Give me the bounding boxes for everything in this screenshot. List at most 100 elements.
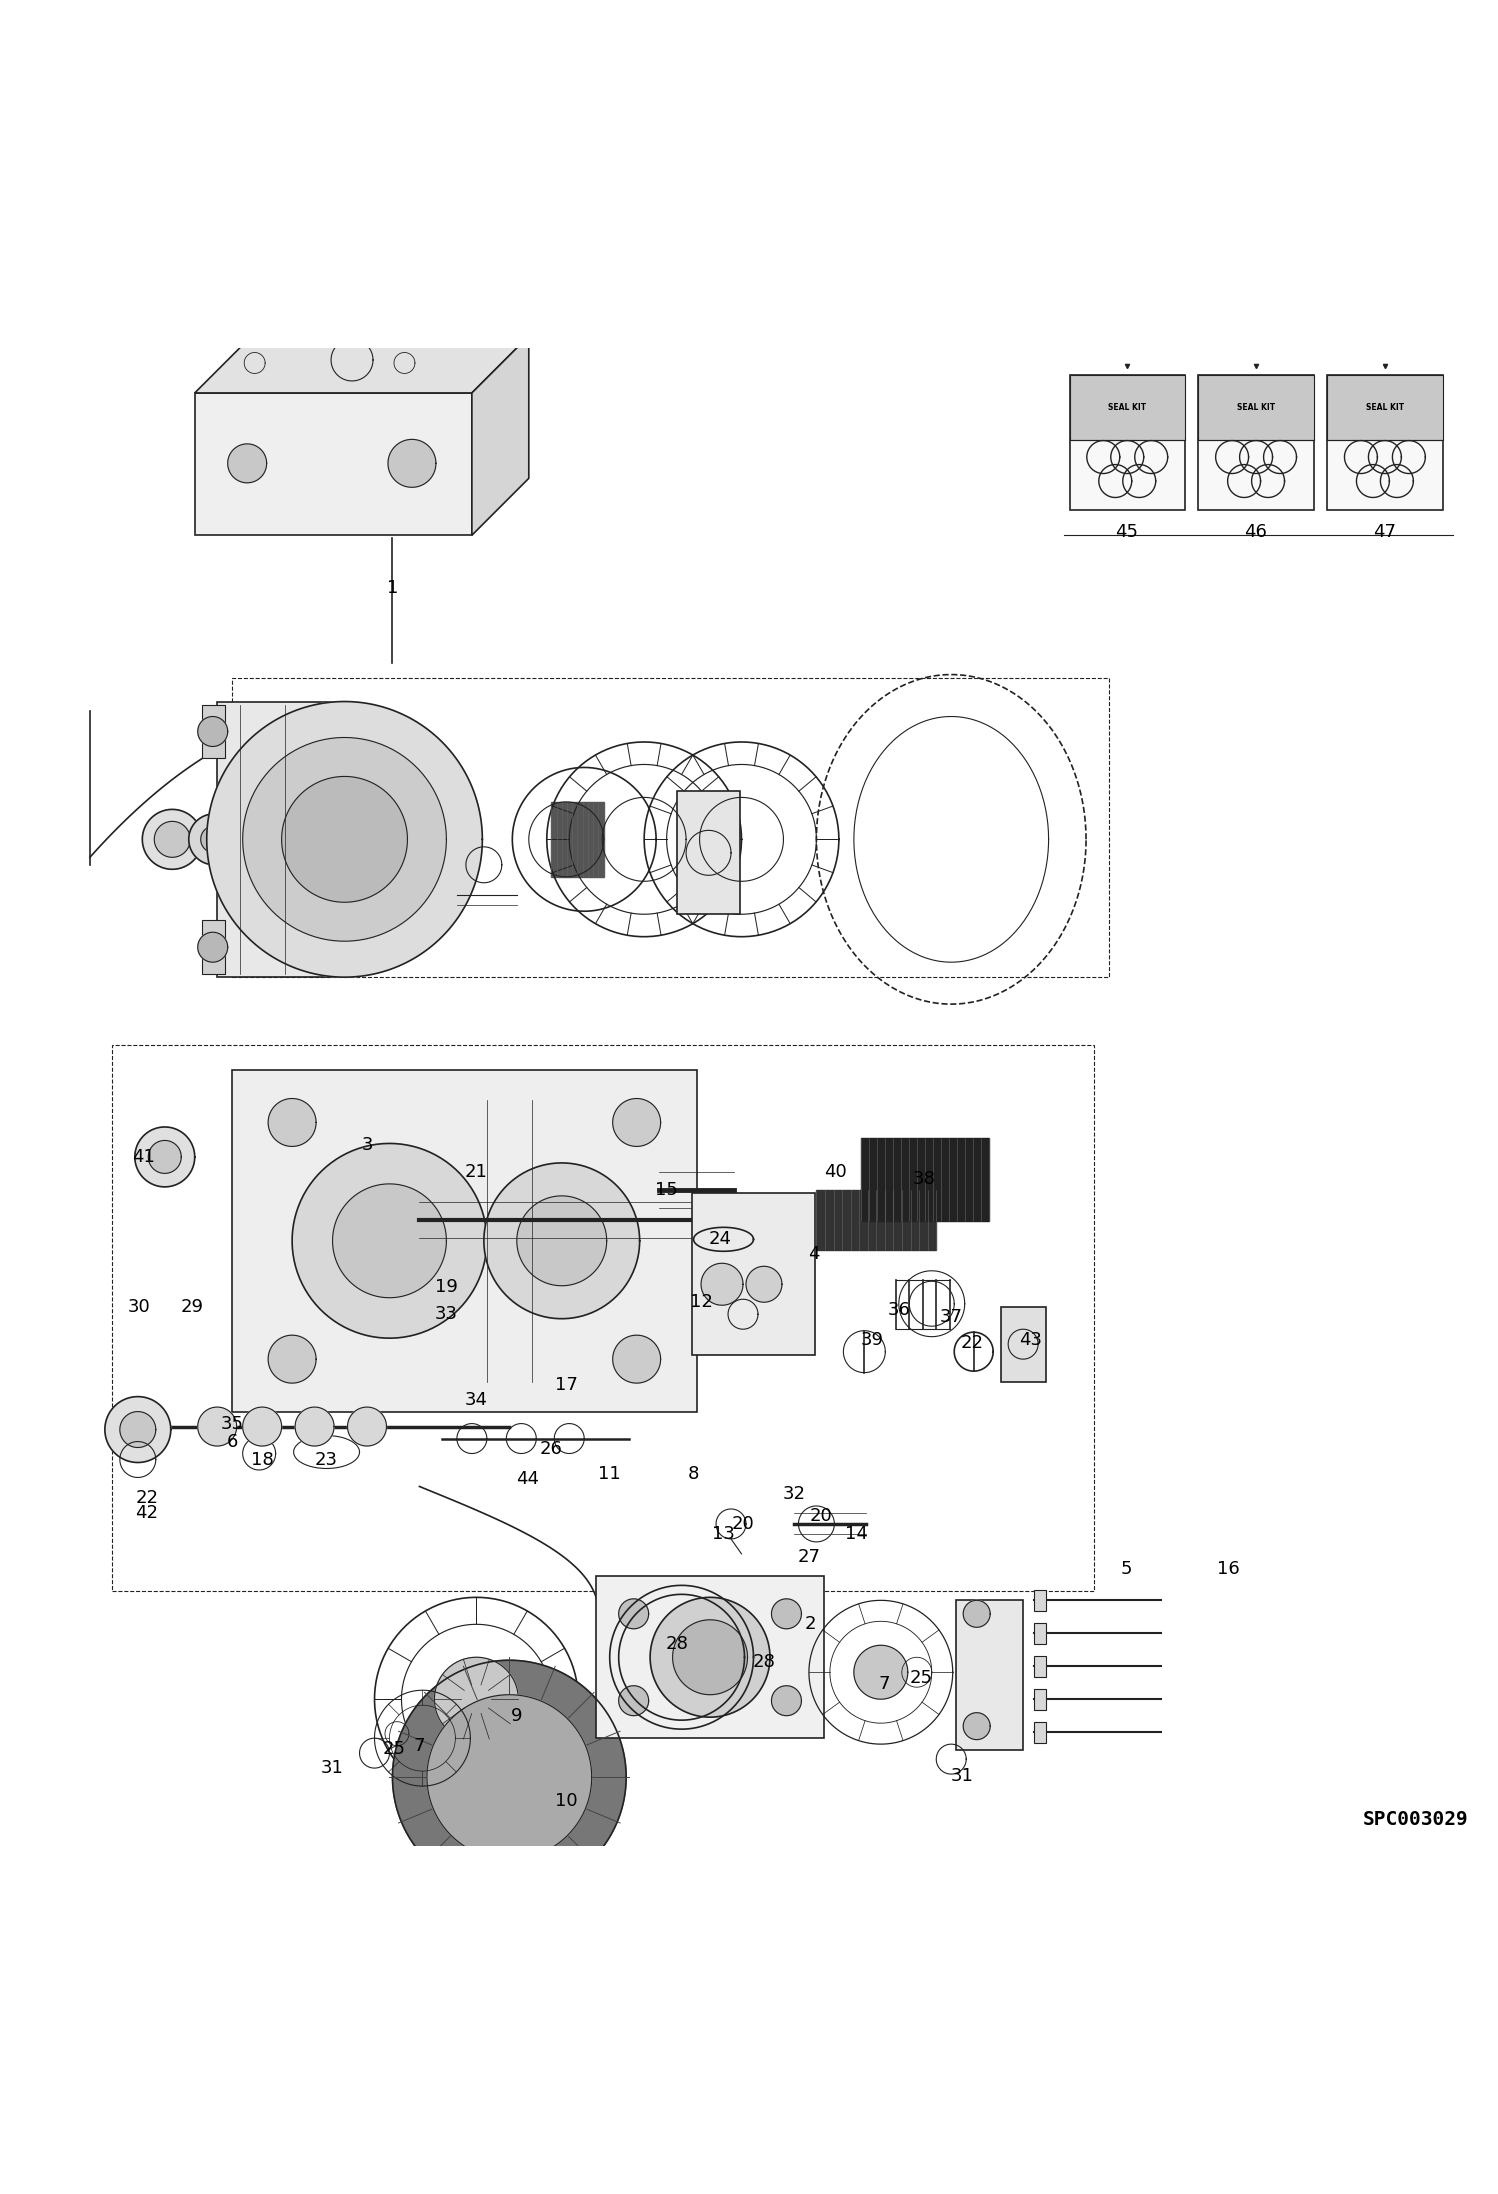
Text: 23: 23	[315, 1450, 339, 1468]
Polygon shape	[388, 439, 436, 487]
Text: 11: 11	[598, 1466, 622, 1483]
Polygon shape	[195, 336, 529, 393]
Polygon shape	[243, 1406, 282, 1446]
Bar	[217, 702, 352, 976]
Text: 31: 31	[950, 1766, 974, 1784]
Polygon shape	[746, 1266, 782, 1303]
Text: 45: 45	[1115, 522, 1138, 542]
Text: 46: 46	[1243, 522, 1267, 542]
Text: 10: 10	[554, 1792, 578, 1810]
Text: 7: 7	[878, 1676, 890, 1694]
Text: 5: 5	[1121, 1560, 1132, 1577]
Text: 42: 42	[135, 1505, 159, 1523]
Polygon shape	[207, 702, 482, 976]
Polygon shape	[135, 1128, 195, 1187]
Text: 12: 12	[689, 1292, 713, 1312]
Bar	[202, 919, 225, 974]
Polygon shape	[472, 336, 529, 535]
Text: 43: 43	[1019, 1332, 1043, 1349]
Bar	[1034, 1624, 1046, 1643]
Text: 19: 19	[434, 1279, 458, 1297]
Polygon shape	[619, 1685, 649, 1716]
Bar	[1001, 1308, 1046, 1382]
Polygon shape	[392, 1661, 626, 1893]
Bar	[195, 393, 472, 535]
Polygon shape	[771, 1599, 801, 1628]
Bar	[1034, 1722, 1046, 1742]
Text: 2: 2	[804, 1615, 816, 1632]
Polygon shape	[268, 1099, 316, 1147]
Text: SEAL KIT: SEAL KIT	[1366, 404, 1404, 412]
Text: 30: 30	[127, 1297, 151, 1316]
Text: 22: 22	[135, 1490, 159, 1507]
Polygon shape	[268, 1336, 316, 1382]
Text: 15: 15	[655, 1180, 679, 1198]
Polygon shape	[228, 443, 267, 483]
Polygon shape	[198, 717, 228, 746]
Bar	[1327, 375, 1443, 509]
Bar	[202, 704, 225, 759]
Bar	[112, 1044, 1094, 1591]
Bar	[1070, 375, 1185, 439]
Text: 27: 27	[797, 1549, 821, 1567]
Polygon shape	[295, 1406, 334, 1446]
Text: 1: 1	[386, 579, 398, 597]
Text: 32: 32	[782, 1485, 806, 1503]
Text: 20: 20	[809, 1507, 833, 1525]
Text: 34: 34	[464, 1391, 488, 1409]
Bar	[1198, 375, 1314, 509]
Polygon shape	[517, 1196, 607, 1286]
Text: 41: 41	[132, 1147, 156, 1165]
Text: 33: 33	[434, 1305, 458, 1323]
Polygon shape	[348, 1406, 386, 1446]
Text: 3: 3	[361, 1136, 373, 1154]
Bar	[677, 792, 740, 915]
Polygon shape	[861, 1139, 989, 1220]
Polygon shape	[613, 1099, 661, 1147]
Text: 13: 13	[712, 1525, 736, 1542]
Polygon shape	[434, 1656, 518, 1742]
Polygon shape	[201, 825, 228, 853]
Text: SEAL KIT: SEAL KIT	[1109, 404, 1146, 412]
Polygon shape	[771, 1685, 801, 1716]
Text: 44: 44	[515, 1470, 539, 1488]
Text: 16: 16	[1216, 1560, 1240, 1577]
Bar	[1070, 375, 1185, 509]
Bar	[232, 1071, 697, 1411]
Polygon shape	[619, 1599, 649, 1628]
Text: 21: 21	[464, 1163, 488, 1180]
Text: 38: 38	[912, 1169, 936, 1189]
Text: 25: 25	[909, 1670, 933, 1687]
Bar	[1034, 1591, 1046, 1610]
Polygon shape	[148, 1141, 181, 1174]
Text: 4: 4	[807, 1246, 819, 1264]
Text: 31: 31	[321, 1760, 345, 1777]
Polygon shape	[142, 810, 202, 869]
Bar	[1198, 375, 1314, 439]
Text: 18: 18	[250, 1450, 274, 1468]
Bar	[232, 678, 1109, 976]
Bar	[1327, 375, 1443, 439]
Polygon shape	[292, 1143, 487, 1338]
Bar	[956, 1599, 1023, 1751]
Polygon shape	[551, 801, 604, 878]
Text: 17: 17	[554, 1376, 578, 1393]
Polygon shape	[484, 1163, 640, 1319]
Text: 8: 8	[688, 1466, 700, 1483]
Bar	[692, 1194, 815, 1354]
Polygon shape	[427, 1694, 592, 1861]
Bar	[1034, 1656, 1046, 1676]
Bar	[1034, 1689, 1046, 1709]
Text: 24: 24	[709, 1231, 733, 1248]
Polygon shape	[189, 814, 240, 864]
Polygon shape	[333, 1185, 446, 1297]
Polygon shape	[650, 1597, 770, 1718]
Text: 9: 9	[511, 1707, 523, 1724]
Polygon shape	[673, 1619, 748, 1694]
Text: 26: 26	[539, 1439, 563, 1459]
Text: 39: 39	[860, 1332, 884, 1349]
Polygon shape	[154, 821, 190, 858]
Text: 20: 20	[731, 1514, 755, 1534]
Text: 40: 40	[824, 1163, 848, 1180]
Text: 22: 22	[960, 1334, 984, 1352]
